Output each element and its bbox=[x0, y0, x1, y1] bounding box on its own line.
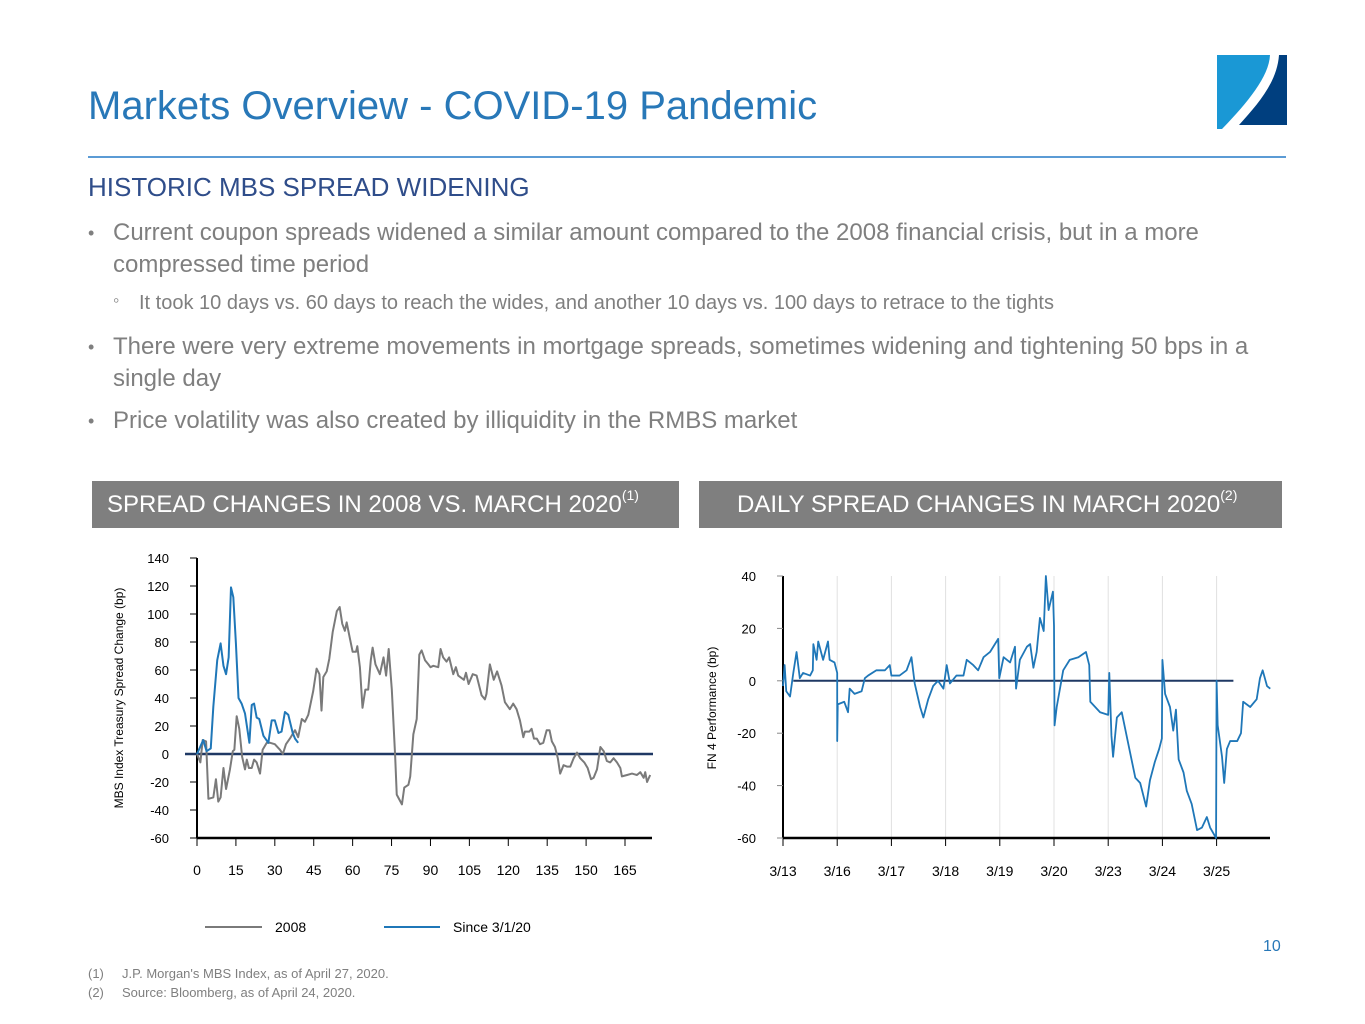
sub-bullet-item: ◦ It took 10 days vs. 60 days to reach th… bbox=[113, 290, 1054, 314]
footnote-ref: (2) bbox=[1220, 487, 1238, 503]
x-tick-label: 3/17 bbox=[878, 863, 905, 879]
bullet-marker: • bbox=[88, 223, 95, 243]
y-tick-label: 40 bbox=[155, 691, 169, 706]
x-tick-label: 45 bbox=[306, 862, 322, 878]
series-line-since-3-1-20 bbox=[196, 586, 299, 755]
footnote: (1) J.P. Morgan's MBS Index, as of April … bbox=[88, 966, 389, 981]
page-title: Markets Overview - COVID-19 Pandemic bbox=[88, 84, 818, 128]
y-tick-label: -60 bbox=[150, 831, 169, 846]
x-tick-label: 3/24 bbox=[1149, 863, 1176, 879]
y-tick-label: 40 bbox=[742, 569, 756, 584]
y-axis-label: FN 4 Performance (bp) bbox=[705, 647, 719, 770]
y-tick-label: -40 bbox=[737, 779, 756, 794]
y-axis-label: MBS Index Treasury Spread Change (bp) bbox=[112, 588, 126, 809]
banner-text: DAILY SPREAD CHANGES IN MARCH 2020 bbox=[737, 491, 1221, 518]
x-tick-label: 15 bbox=[228, 862, 244, 878]
footnote-text: J.P. Morgan's MBS Index, as of April 27,… bbox=[122, 966, 389, 981]
x-tick-label: 165 bbox=[613, 862, 637, 878]
x-tick-label: 3/20 bbox=[1040, 863, 1067, 879]
bullet-marker: • bbox=[88, 337, 95, 357]
y-tick-label: -20 bbox=[150, 775, 169, 790]
x-tick-label: 60 bbox=[345, 862, 361, 878]
left-chart-banner: SPREAD CHANGES IN 2008 VS. MARCH 2020(1) bbox=[92, 481, 679, 528]
bullet-marker: • bbox=[88, 411, 95, 431]
footnote-ref: (1) bbox=[621, 487, 639, 503]
section-heading: HISTORIC MBS SPREAD WIDENING bbox=[88, 172, 530, 202]
y-tick-label: -60 bbox=[737, 831, 756, 846]
y-tick-label: -40 bbox=[150, 803, 169, 818]
footnote: (2) Source: Bloomberg, as of April 24, 20… bbox=[88, 985, 355, 1000]
x-tick-label: 90 bbox=[423, 862, 439, 878]
y-tick-label: 20 bbox=[155, 719, 169, 734]
legend-label: Since 3/1/20 bbox=[453, 919, 531, 935]
footnote-number: (2) bbox=[88, 985, 104, 1000]
bullet-item: • Current coupon spreads widened a simila… bbox=[88, 219, 1199, 278]
y-tick-label: 80 bbox=[155, 635, 169, 650]
bullet-item: • There were very extreme movements in mo… bbox=[88, 333, 1249, 392]
y-tick-label: 120 bbox=[147, 579, 169, 594]
y-tick-label: 0 bbox=[749, 674, 756, 689]
x-tick-label: 135 bbox=[536, 862, 560, 878]
y-tick-label: 140 bbox=[147, 551, 169, 566]
y-tick-label: -20 bbox=[737, 726, 756, 741]
page-number: 10 bbox=[1263, 938, 1281, 955]
footnote-text: Source: Bloomberg, as of April 24, 2020. bbox=[122, 985, 356, 1000]
x-tick-label: 105 bbox=[458, 862, 482, 878]
x-tick-label: 120 bbox=[497, 862, 521, 878]
x-tick-label: 3/19 bbox=[986, 863, 1013, 879]
y-tick-label: 60 bbox=[155, 663, 169, 678]
y-tick-label: 20 bbox=[742, 621, 756, 636]
x-tick-label: 3/16 bbox=[824, 863, 851, 879]
x-tick-label: 3/13 bbox=[769, 863, 796, 879]
x-tick-label: 150 bbox=[574, 862, 598, 878]
y-tick-label: 0 bbox=[162, 747, 169, 762]
x-tick-label: 75 bbox=[384, 862, 400, 878]
banner-text: SPREAD CHANGES IN 2008 VS. MARCH 2020 bbox=[107, 491, 622, 518]
footnote-number: (1) bbox=[88, 966, 104, 981]
title-divider bbox=[88, 156, 1286, 158]
x-tick-label: 3/25 bbox=[1203, 863, 1230, 879]
legend-label: 2008 bbox=[275, 919, 306, 935]
y-tick-label: 100 bbox=[147, 607, 169, 622]
x-tick-label: 30 bbox=[267, 862, 283, 878]
x-tick-label: 0 bbox=[193, 862, 201, 878]
company-logo bbox=[1217, 55, 1287, 129]
right-chart-banner: DAILY SPREAD CHANGES IN MARCH 2020(2) bbox=[699, 481, 1282, 528]
sub-bullet-marker: ◦ bbox=[113, 290, 120, 310]
series-line-2008 bbox=[196, 606, 652, 806]
x-tick-label: 3/23 bbox=[1095, 863, 1122, 879]
series-line-fn4 bbox=[782, 575, 1271, 839]
x-tick-label: 3/18 bbox=[932, 863, 959, 879]
bullet-item: • Price volatility was also created by il… bbox=[88, 405, 1278, 437]
